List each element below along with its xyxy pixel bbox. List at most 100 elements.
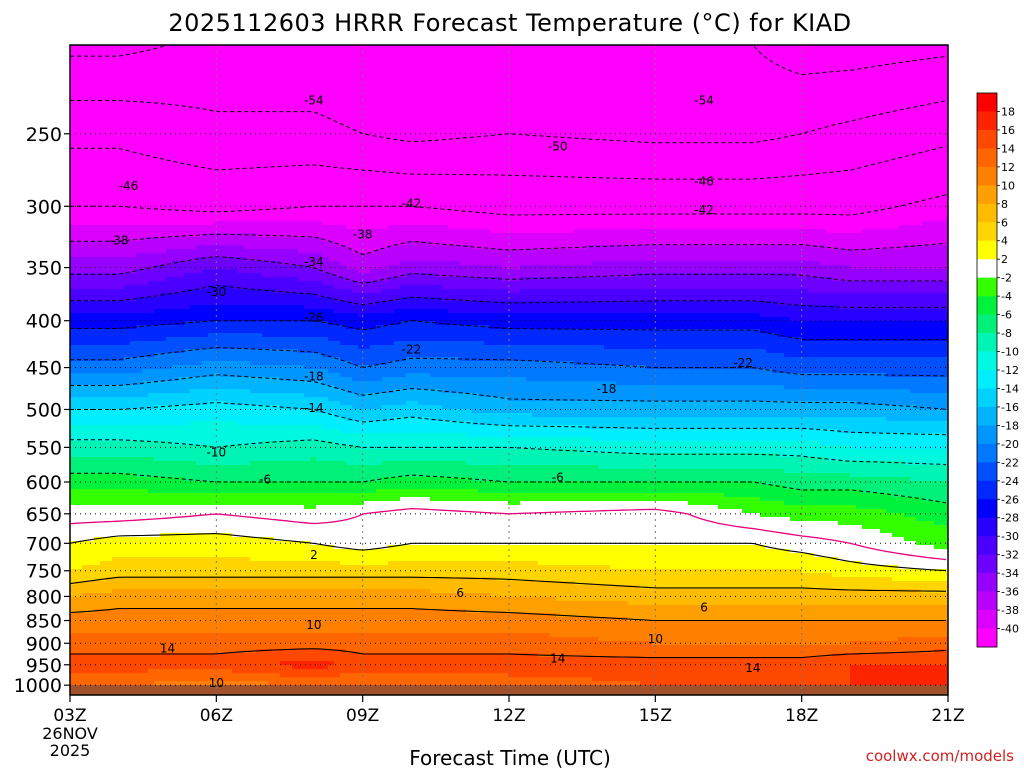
field-cell: [88, 525, 95, 530]
field-cell: [214, 93, 221, 98]
field-cell: [184, 229, 191, 234]
field-cell: [244, 617, 251, 622]
field-cell: [232, 589, 239, 594]
field-cell: [166, 73, 173, 78]
field-cell: [82, 237, 89, 242]
field-cell: [250, 481, 257, 486]
field-cell: [82, 313, 89, 318]
field-cell: [208, 473, 215, 478]
field-cell: [136, 177, 143, 182]
field-cell: [232, 529, 239, 534]
field-cell: [100, 401, 107, 406]
field-cell: [250, 657, 257, 662]
field-cell: [94, 481, 101, 486]
field-cell: [82, 233, 89, 238]
field-cell: [136, 577, 143, 582]
field-cell: [118, 73, 125, 78]
field-cell: [202, 357, 209, 362]
field-cell: [148, 561, 155, 566]
field-cell: [76, 609, 83, 614]
field-cell: [184, 421, 191, 426]
field-cell: [148, 277, 155, 282]
field-cell: [142, 117, 149, 122]
field-cell: [190, 61, 197, 66]
field-cell: [106, 409, 113, 414]
field-cell: [142, 493, 149, 498]
field-cell: [232, 249, 239, 254]
field-cell: [142, 77, 149, 82]
field-cell: [250, 353, 257, 358]
field-cell: [130, 161, 137, 166]
field-cell: [160, 565, 167, 570]
field-cell: [112, 481, 119, 486]
field-cell: [226, 277, 233, 282]
field-cell: [82, 533, 89, 538]
field-cell: [118, 109, 125, 114]
field-cell: [184, 561, 191, 566]
field-cell: [232, 413, 239, 418]
field-cell: [178, 109, 185, 114]
field-cell: [148, 105, 155, 110]
field-cell: [106, 573, 113, 578]
field-cell: [124, 665, 131, 670]
field-cell: [76, 93, 83, 98]
field-cell: [100, 409, 107, 414]
field-cell: [238, 177, 245, 182]
field-cell: [124, 149, 131, 154]
field-cell: [124, 293, 131, 298]
field-cell: [238, 317, 245, 322]
field-cell: [106, 325, 113, 330]
field-cell: [70, 553, 77, 558]
field-cell: [88, 201, 95, 206]
field-cell: [160, 609, 167, 614]
field-cell: [232, 637, 239, 642]
field-cell: [112, 77, 119, 82]
field-cell: [226, 629, 233, 634]
field-cell: [232, 101, 239, 106]
field-cell: [70, 497, 77, 502]
field-cell: [148, 293, 155, 298]
field-cell: [118, 225, 125, 230]
field-cell: [178, 449, 185, 454]
field-cell: [214, 537, 221, 542]
field-cell: [88, 553, 95, 558]
field-cell: [250, 241, 257, 246]
field-cell: [112, 293, 119, 298]
field-cell: [100, 237, 107, 242]
field-cell: [184, 425, 191, 430]
field-cell: [214, 557, 221, 562]
field-cell: [172, 197, 179, 202]
field-cell: [154, 429, 161, 434]
field-cell: [196, 589, 203, 594]
field-cell: [94, 313, 101, 318]
field-cell: [136, 613, 143, 618]
field-cell: [130, 209, 137, 214]
field-cell: [208, 153, 215, 158]
field-cell: [118, 517, 125, 522]
field-cell: [76, 193, 83, 198]
field-cell: [142, 465, 149, 470]
field-cell: [94, 437, 101, 442]
field-cell: [94, 645, 101, 650]
field-cell: [118, 681, 125, 686]
field-cell: [136, 237, 143, 242]
field-cell: [166, 233, 173, 238]
field-cell: [76, 593, 83, 598]
field-cell: [184, 93, 191, 98]
field-cell: [226, 461, 233, 466]
field-cell: [76, 541, 83, 546]
field-cell: [118, 117, 125, 122]
field-cell: [232, 157, 239, 162]
field-cell: [124, 141, 131, 146]
field-cell: [100, 345, 107, 350]
field-cell: [202, 221, 209, 226]
field-cell: [196, 493, 203, 498]
field-cell: [112, 233, 119, 238]
field-cell: [244, 521, 251, 526]
field-cell: [130, 345, 137, 350]
field-cell: [166, 125, 173, 130]
field-cell: [124, 493, 131, 498]
field-cell: [196, 609, 203, 614]
field-cell: [130, 461, 137, 466]
field-cell: [154, 89, 161, 94]
